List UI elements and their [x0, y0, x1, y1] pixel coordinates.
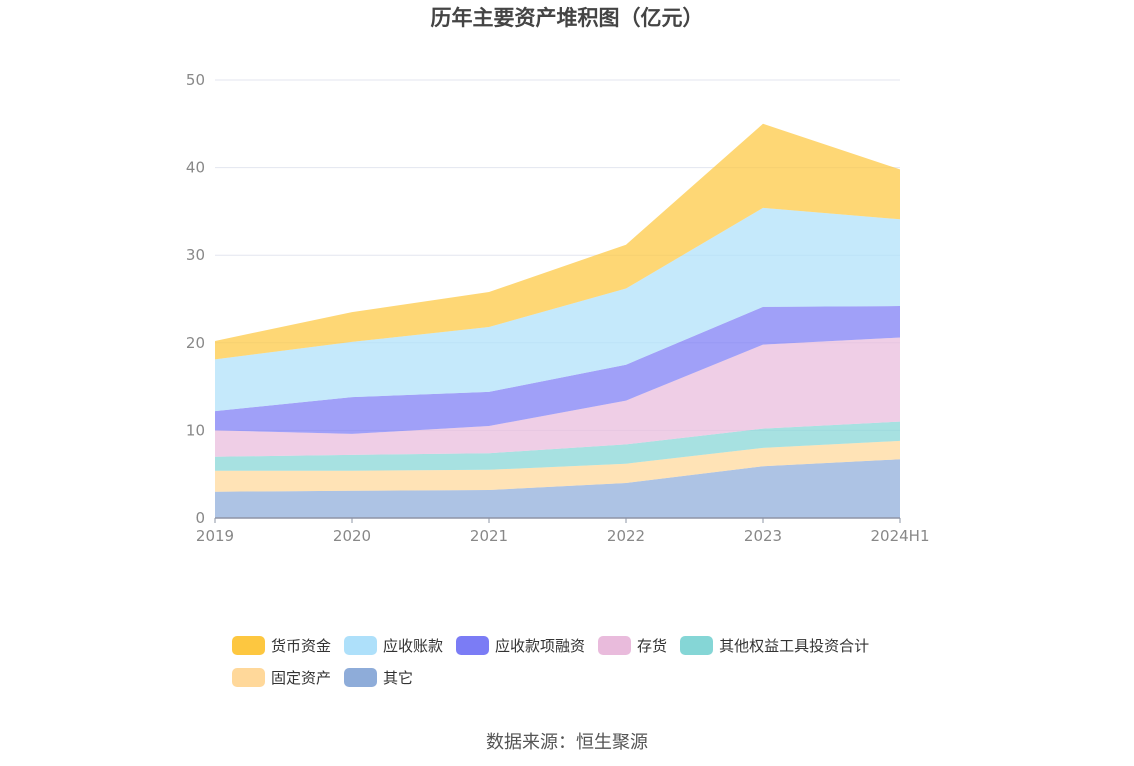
legend-label: 应收账款	[383, 636, 444, 655]
area-series[interactable]	[215, 123, 900, 360]
legend-label: 其它	[383, 668, 414, 687]
legend-item[interactable]: 其他权益工具投资合计	[680, 635, 869, 656]
area-series[interactable]	[215, 440, 900, 492]
y-tick-label: 50	[186, 71, 205, 89]
chart-title: 历年主要资产堆积图（亿元）	[430, 6, 704, 30]
area-series-group	[215, 123, 900, 518]
legend-item[interactable]: 存货	[598, 635, 667, 656]
y-tick-label: 40	[186, 159, 205, 177]
legend-item[interactable]: 应收款项融资	[456, 635, 585, 656]
legend-swatch	[456, 635, 490, 655]
y-tick-label: 10	[186, 421, 205, 439]
legend-label: 其他权益工具投资合计	[719, 636, 870, 655]
legend-swatch	[344, 635, 378, 655]
legend-label: 应收款项融资	[495, 636, 586, 655]
x-tick-label: 2022	[607, 527, 645, 545]
x-tick-label: 2023	[744, 527, 782, 545]
legend-item[interactable]: 货币资金	[232, 635, 331, 656]
area-series[interactable]	[215, 306, 900, 434]
legend-row: 货币资金 应收账款 应收款项融资 存货 其他权益工具投资合计	[232, 629, 932, 661]
x-tick-label: 2020	[333, 527, 371, 545]
legend-item[interactable]: 其它	[344, 667, 413, 688]
legend-label: 货币资金	[271, 636, 332, 655]
legend-item[interactable]: 固定资产	[232, 667, 331, 688]
y-tick-label: 0	[195, 509, 205, 527]
area-series[interactable]	[215, 459, 900, 518]
legend-row: 固定资产 其它	[232, 661, 932, 693]
x-tick-label: 2024H1	[871, 527, 930, 545]
area-series[interactable]	[215, 207, 900, 412]
axes: 0 10 20 30 40 50 2019 2020 2021 2022 2023 2024H1	[186, 71, 930, 545]
area-series[interactable]	[215, 421, 900, 471]
x-tick-label: 2021	[470, 527, 508, 545]
legend-label: 存货	[637, 636, 668, 655]
area-series[interactable]	[215, 337, 900, 457]
legend: 货币资金 应收账款 应收款项融资 存货 其他权益工具投资合计 固定资产 其它	[232, 629, 932, 693]
legend-swatch	[598, 635, 632, 655]
y-tick-label: 20	[186, 334, 205, 352]
data-source-note: 数据来源：恒生聚源	[486, 732, 648, 753]
x-tick-label: 2019	[196, 527, 234, 545]
legend-item[interactable]: 应收账款	[344, 635, 443, 656]
legend-swatch	[344, 667, 378, 687]
legend-swatch	[680, 635, 714, 655]
legend-swatch	[232, 667, 265, 687]
legend-swatch	[232, 635, 265, 655]
y-tick-label: 30	[186, 246, 205, 264]
stacked-area-chart: 0 10 20 30 40 50 2019 2020 2021 2022 2023 2024H1	[186, 71, 930, 545]
legend-label: 固定资产	[271, 668, 332, 687]
